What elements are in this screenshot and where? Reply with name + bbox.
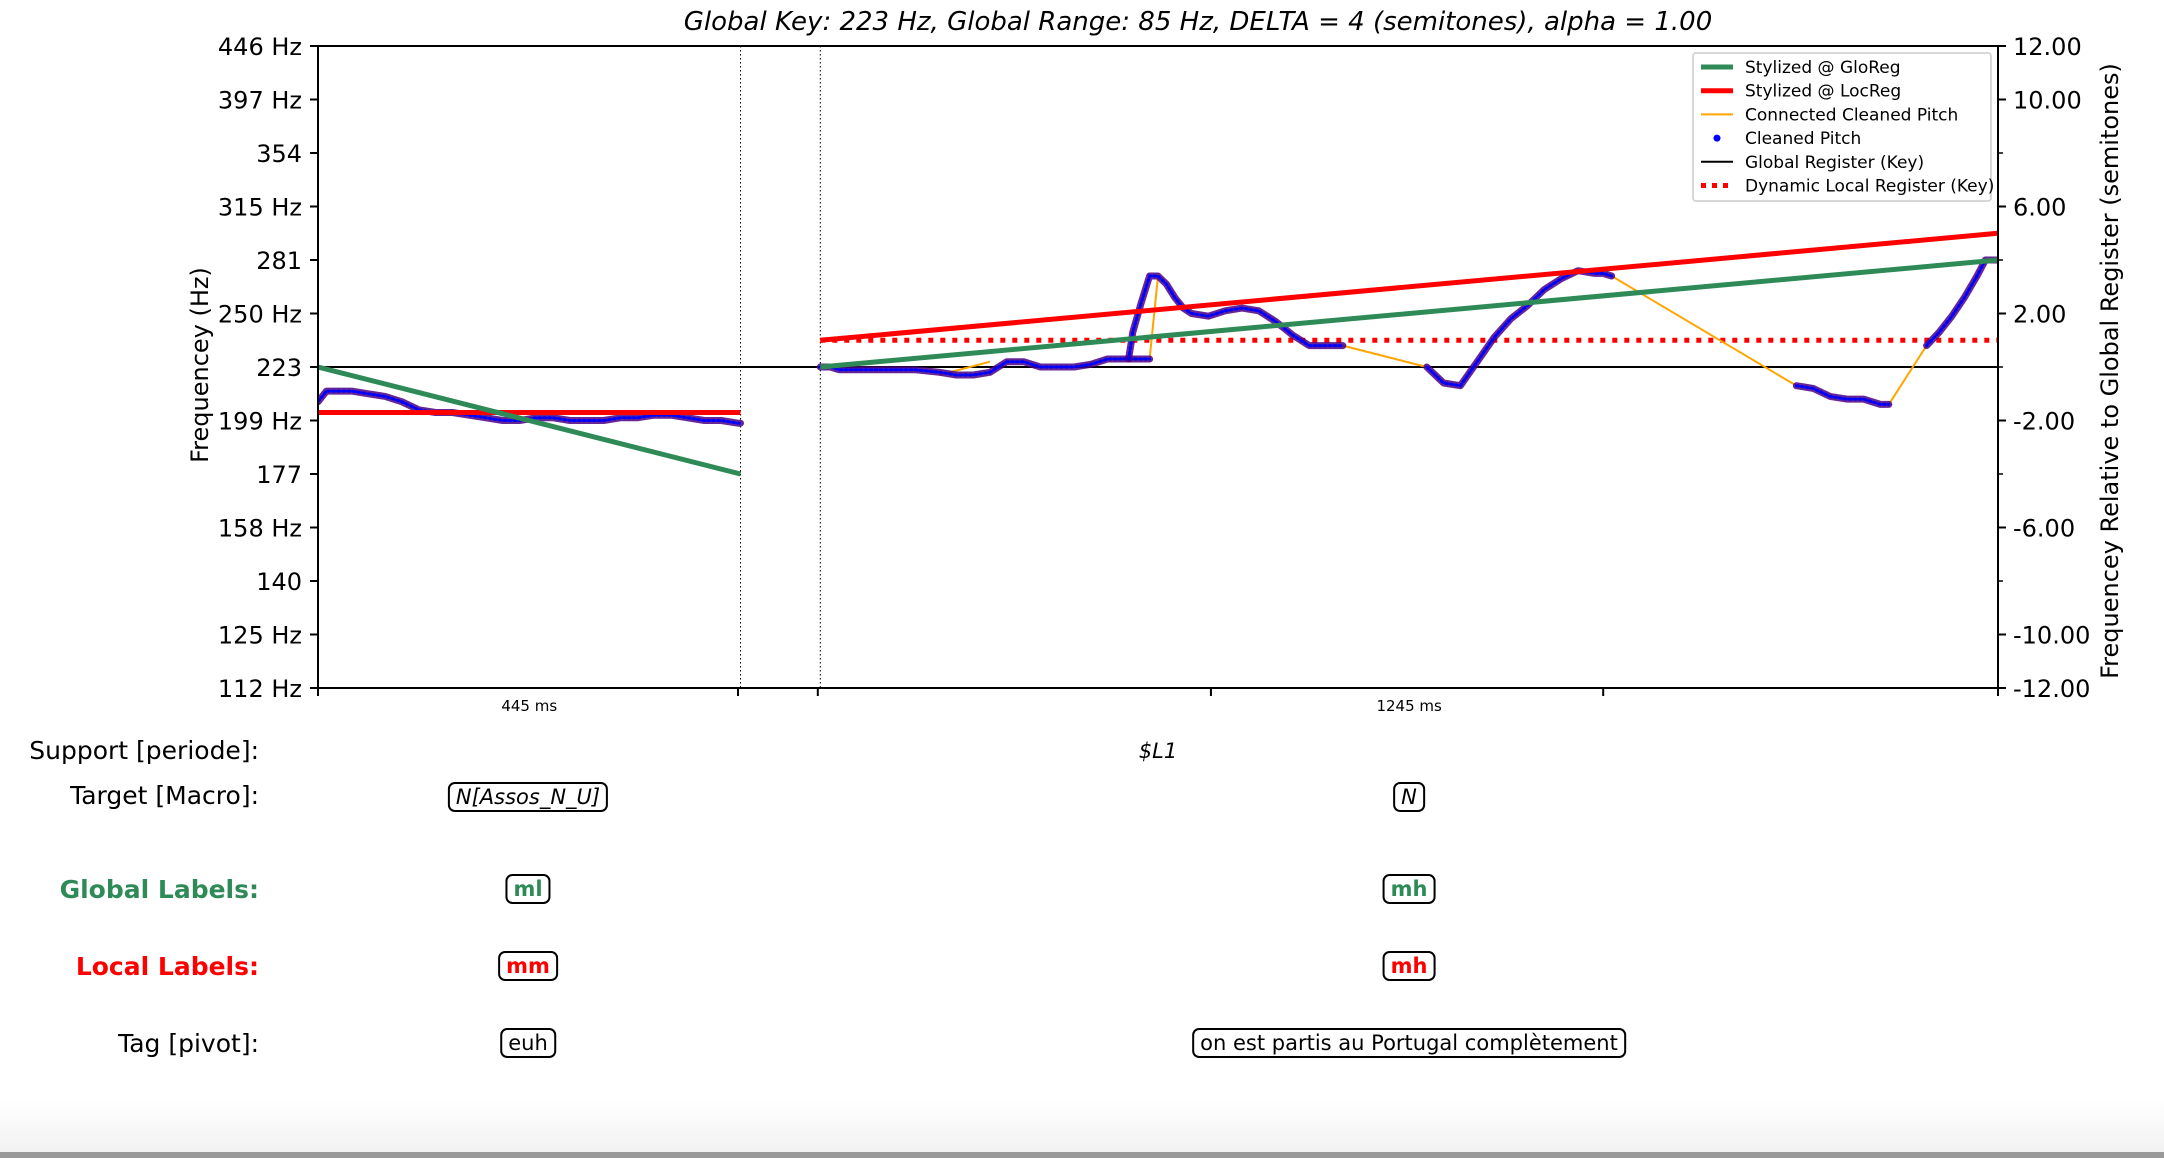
- global-labels-row-label: Global Labels:: [59, 875, 259, 904]
- legend-label: Dynamic Local Register (Key): [1745, 177, 1994, 197]
- left-tick-label: 177: [256, 461, 302, 489]
- left-tick-label: 158 Hz: [218, 515, 302, 543]
- local-label-1: mm: [498, 951, 558, 981]
- stylized-gloreg-line: [318, 364, 742, 477]
- connected-pitch-gap-line: [1342, 344, 1428, 368]
- local-labels-row-label: Local Labels:: [75, 952, 259, 981]
- right-tick-label: -10.00: [2013, 622, 2090, 650]
- right-tick-label: 6.00: [2013, 194, 2066, 222]
- tag-value-2: on est partis au Portugal complètement: [1192, 1028, 1626, 1058]
- left-tick-label: 315 Hz: [218, 194, 302, 222]
- cleaned-pitch-dots: [1425, 269, 1614, 388]
- right-tick-label: -2.00: [2013, 408, 2075, 436]
- cleaned-pitch-dots: [1127, 274, 1345, 361]
- connected-pitch-line: [1426, 269, 1612, 387]
- right-tick-label: -12.00: [2013, 675, 2090, 703]
- legend-label: Global Register (Key): [1745, 153, 1924, 173]
- target-value-1: N[Assos_N_U]: [447, 782, 609, 812]
- stylized-gloreg-line: [820, 257, 1998, 370]
- segment-duration-label: 1245 ms: [1376, 697, 1442, 715]
- connected-pitch-gap-line: [1887, 345, 1928, 405]
- y-axis-label-right: Frequencey Relative to Global Register (…: [2096, 63, 2124, 679]
- left-tick-label: 354: [256, 140, 302, 168]
- connected-pitch-gap-line: [1148, 275, 1159, 360]
- right-tick-label: -6.00: [2013, 515, 2075, 543]
- stylized-locreg-line: [820, 230, 1998, 343]
- legend-label: Stylized @ LocReg: [1745, 82, 1901, 102]
- legend-box: [1692, 52, 1992, 202]
- global-label-2: mh: [1382, 874, 1436, 904]
- left-tick-label: 281: [256, 247, 302, 275]
- left-tick-label: 125 Hz: [218, 622, 302, 650]
- local-label-2: mh: [1382, 951, 1436, 981]
- chart-title: Global Key: 223 Hz, Global Range: 85 Hz,…: [684, 7, 1713, 37]
- target-row-label: Target [Macro]:: [70, 781, 259, 810]
- left-tick-label: 223: [256, 354, 302, 382]
- legend-label: Connected Cleaned Pitch: [1745, 105, 1958, 125]
- right-tick-label: 10.00: [2013, 87, 2082, 115]
- tag-row-label: Tag [pivot]:: [118, 1029, 259, 1058]
- cleaned-pitch-dots: [1794, 384, 1891, 406]
- window-bottom-shadow: [0, 1100, 2164, 1158]
- cleaned-pitch-dots: [1925, 258, 1998, 348]
- left-tick-label: 199 Hz: [218, 408, 302, 436]
- left-tick-label: 250 Hz: [218, 301, 302, 329]
- left-tick-label: 140: [256, 568, 302, 596]
- support-row-label: Support [periode]:: [29, 736, 259, 765]
- left-tick-label: 446 Hz: [218, 33, 302, 61]
- support-value: $L1: [1138, 739, 1178, 763]
- global-label-1: ml: [505, 874, 551, 904]
- legend-label: Cleaned Pitch: [1745, 129, 1861, 149]
- cleaned-pitch-outline: [1423, 267, 1616, 390]
- legend-label: Stylized @ GloReg: [1745, 58, 1901, 78]
- cleaned-pitch-dots: [818, 357, 1152, 377]
- right-tick-label: 12.00: [2013, 33, 2082, 61]
- right-tick-label: 2.00: [2013, 301, 2066, 329]
- window-bottom-edge: [0, 1152, 2164, 1158]
- y-axis-label-left: Frequencey (Hz): [186, 267, 214, 463]
- left-tick-label: 112 Hz: [218, 675, 302, 703]
- legend-swatch: [1713, 134, 1721, 142]
- target-value-2: N: [1393, 782, 1425, 812]
- left-tick-label: 397 Hz: [218, 87, 302, 115]
- segment-duration-label: 445 ms: [501, 697, 557, 715]
- plot-area: [318, 46, 1998, 688]
- tag-value-1: euh: [500, 1028, 556, 1058]
